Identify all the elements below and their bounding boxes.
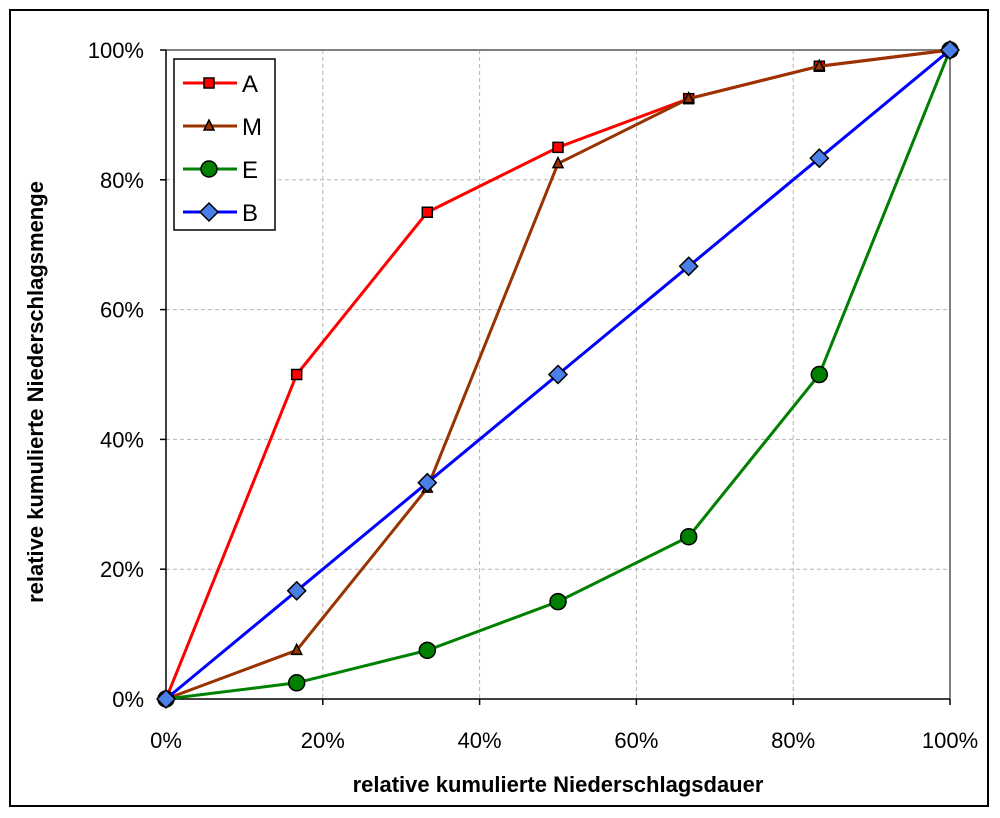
data-point-A <box>421 206 434 218</box>
data-point-E <box>287 674 306 692</box>
data-point-B <box>678 256 699 277</box>
data-point-M <box>551 155 565 169</box>
legend-label: E <box>242 157 258 184</box>
x-tick-label: 40% <box>458 728 502 753</box>
axes <box>160 49 951 705</box>
data-point-A <box>552 141 564 154</box>
legend-marker-icon <box>198 201 220 223</box>
legend-marker-icon <box>200 160 218 178</box>
legend-item-M: M <box>183 114 262 141</box>
legend-label: B <box>242 200 258 227</box>
data-point-M <box>682 90 695 104</box>
data-point-M <box>813 58 826 71</box>
legend-item-A: A <box>183 71 258 98</box>
data-point-B <box>417 472 438 493</box>
legend-label: M <box>242 114 262 141</box>
tick-labels: 0% 20% 40% 60% 80% 100% 0% 20% 40% 60% 80% 100% <box>88 38 978 753</box>
legend-label: A <box>242 71 258 98</box>
series-B <box>155 39 961 710</box>
legend-marker-icon <box>202 118 216 131</box>
x-tick-label: 80% <box>771 728 815 753</box>
y-tick-label: 0% <box>112 687 144 712</box>
data-point-E <box>549 592 567 611</box>
y-tick-label: 20% <box>100 557 144 582</box>
legend-box <box>173 58 276 231</box>
x-axis-label: relative kumulierte Niederschlagsdauer <box>353 772 764 797</box>
y-axis-label: relative kumulierte Niederschlagsmenge <box>23 181 48 603</box>
x-tick-label: 0% <box>150 728 182 753</box>
x-tick-label: 20% <box>301 728 345 753</box>
data-point-B <box>939 39 961 61</box>
data-point-A <box>290 368 303 381</box>
y-tick-label: 60% <box>100 298 144 323</box>
data-point-M <box>290 642 303 656</box>
legend-item-E: E <box>183 157 258 184</box>
chart-frame <box>9 9 989 807</box>
data-point-B <box>155 688 177 710</box>
series-group <box>155 39 961 710</box>
data-point-E <box>810 365 829 384</box>
legend-item-B: B <box>183 200 258 227</box>
legend-marker-icon <box>203 77 215 89</box>
data-point-E <box>679 528 698 546</box>
data-point-E <box>418 641 437 660</box>
y-tick-label: 40% <box>100 427 144 452</box>
data-point-B <box>286 580 307 601</box>
y-tick-label: 100% <box>88 38 144 63</box>
x-tick-label: 100% <box>922 728 978 753</box>
x-tick-label: 60% <box>614 728 658 753</box>
data-point-B <box>547 364 569 385</box>
data-point-B <box>809 148 830 169</box>
gridlines <box>166 50 950 699</box>
y-tick-label: 80% <box>100 168 144 193</box>
